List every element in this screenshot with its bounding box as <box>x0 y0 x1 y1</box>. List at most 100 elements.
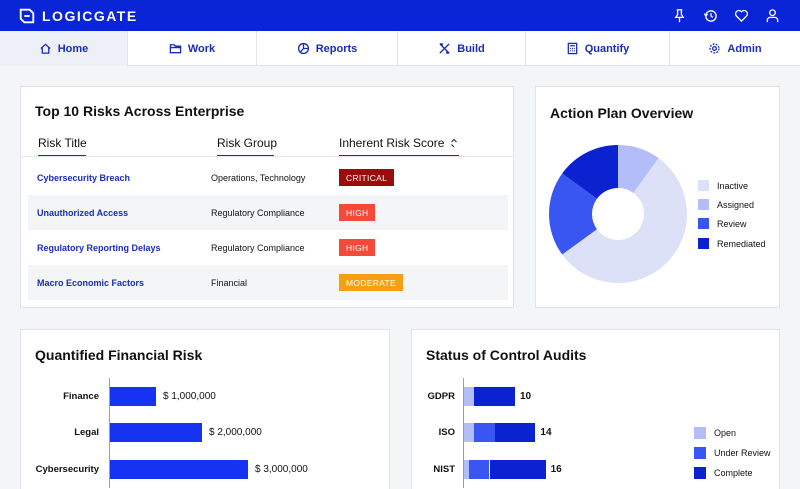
audit-category-label: GDPR <box>427 391 455 402</box>
legend-label: Under Review <box>714 448 771 458</box>
audit-total-label: 14 <box>540 427 552 438</box>
financial-category-label: Cybersecurity <box>35 464 99 475</box>
table-row[interactable]: Regulatory Reporting Delays Regulatory C… <box>28 230 508 265</box>
nav-quantify-label: Quantify <box>584 42 630 55</box>
main-nav: Home Work Reports Build Quantify Admin <box>0 31 800 66</box>
control-audits-title: Status of Control Audits <box>426 347 587 363</box>
folder-icon <box>169 44 182 54</box>
nav-home[interactable]: Home <box>0 31 128 66</box>
top-risks-card: Top 10 Risks Across Enterprise Risk Titl… <box>20 86 514 308</box>
pin-icon[interactable] <box>672 8 687 23</box>
col-inherent-score-label: Inherent Risk Score <box>339 136 445 150</box>
legend-label: Review <box>717 218 747 229</box>
financial-risk-card: Quantified Financial Risk Finance $ 1,000… <box>20 329 390 489</box>
audit-total-label: 10 <box>520 391 532 402</box>
user-icon[interactable] <box>765 8 780 23</box>
col-risk-group[interactable]: Risk Group <box>217 136 278 150</box>
nav-reports-label: Reports <box>315 42 358 55</box>
legend-swatch <box>694 427 706 439</box>
nav-quantify[interactable]: Quantify <box>526 31 670 66</box>
legend-swatch <box>698 218 709 229</box>
audit-bar-segment-open[interactable] <box>464 423 475 442</box>
donut-slice-inactive[interactable] <box>562 158 687 283</box>
donut-slice-review[interactable] <box>549 173 597 255</box>
financial-risk-title: Quantified Financial Risk <box>35 347 203 363</box>
history-icon[interactable] <box>703 8 718 23</box>
audit-bar-segment-under-review[interactable] <box>474 423 495 442</box>
financial-category-label: Finance <box>63 391 99 402</box>
action-plan-donut-chart <box>549 145 687 283</box>
logo-text: LOGICGATE <box>42 8 138 24</box>
action-plan-title: Action Plan Overview <box>550 105 694 121</box>
risk-score-badge: HIGH <box>339 239 376 256</box>
legend-item-review: Review <box>698 218 747 229</box>
control-audits-card: Status of Control Audits GDPR 10 ISO 14 NIST… <box>411 329 780 489</box>
col-risk-title[interactable]: Risk Title <box>38 136 87 150</box>
risk-group-cell: Operations, Technology <box>211 172 306 183</box>
table-row[interactable]: Macro Economic Factors Financial MODERAT… <box>28 265 508 300</box>
table-header-divider <box>21 156 513 157</box>
legend-item-under-review: Under Review <box>694 447 771 459</box>
home-icon <box>40 43 51 54</box>
table-row[interactable]: Cybersecurity Breach Operations, Technol… <box>28 160 508 195</box>
financial-value-label: $ 2,000,000 <box>209 427 262 438</box>
risk-group-cell: Financial <box>211 277 248 288</box>
legend-label: Inactive <box>717 180 749 191</box>
top-bar: LOGICGATE <box>0 0 800 31</box>
col-inherent-score[interactable]: Inherent Risk Score <box>339 136 458 150</box>
heart-icon[interactable] <box>734 8 749 23</box>
risk-group-cell: Regulatory Compliance <box>211 242 305 253</box>
top-risks-title: Top 10 Risks Across Enterprise <box>35 103 245 119</box>
financial-category-label: Legal <box>74 427 99 438</box>
audit-bar-segment-complete[interactable] <box>494 423 536 442</box>
legend-label: Complete <box>714 468 753 478</box>
financial-value-label: $ 3,000,000 <box>255 464 308 475</box>
risk-score-badge: MODERATE <box>339 274 403 291</box>
calculator-icon <box>567 42 578 55</box>
risk-title-cell[interactable]: Unauthorized Access <box>37 207 129 218</box>
risk-score-badge: CRITICAL <box>339 169 395 186</box>
risk-title-cell[interactable]: Regulatory Reporting Delays <box>37 242 161 253</box>
legend-label: Open <box>714 428 737 438</box>
nav-reports[interactable]: Reports <box>257 31 398 66</box>
risk-score-badge: HIGH <box>339 204 376 221</box>
risk-title-cell[interactable]: Macro Economic Factors <box>37 277 145 288</box>
nav-admin-label: Admin <box>727 42 762 55</box>
action-plan-card: Action Plan Overview Inactive Assigned R… <box>535 86 780 308</box>
audit-total-label: 16 <box>550 464 562 475</box>
legend-swatch <box>698 199 709 210</box>
nav-admin[interactable]: Admin <box>670 31 800 66</box>
legend-item-remediated: Remediated <box>698 238 766 249</box>
audit-category-label: ISO <box>438 427 455 438</box>
legend-swatch <box>698 238 709 249</box>
financial-bar[interactable] <box>110 387 156 406</box>
logo[interactable]: LOGICGATE <box>18 7 138 25</box>
legend-swatch <box>698 180 709 191</box>
nav-build[interactable]: Build <box>398 31 526 66</box>
legend-swatch <box>694 447 706 459</box>
risk-group-cell: Regulatory Compliance <box>211 207 305 218</box>
nav-work[interactable]: Work <box>128 31 257 66</box>
donut-slice-assigned[interactable] <box>618 145 659 193</box>
logo-mark-icon <box>19 8 35 24</box>
audit-bar-segment-complete[interactable] <box>474 387 515 406</box>
audit-bar-segment-open[interactable] <box>464 387 475 406</box>
legend-label: Assigned <box>717 199 755 210</box>
audit-bar-segment-under-review[interactable] <box>469 460 490 479</box>
legend-item-complete: Complete <box>694 467 753 479</box>
financial-bar[interactable] <box>110 460 248 479</box>
audits-axis <box>463 378 464 488</box>
nav-work-label: Work <box>187 42 216 55</box>
donut-slice-remediated[interactable] <box>562 145 618 199</box>
legend-label: Remediated <box>717 238 766 249</box>
nav-home-label: Home <box>57 42 89 55</box>
audit-bar-segment-open[interactable] <box>464 460 470 479</box>
audit-bar-segment-complete[interactable] <box>489 460 546 479</box>
risk-title-cell[interactable]: Cybersecurity Breach <box>37 172 131 183</box>
sort-icon[interactable] <box>450 138 458 148</box>
nav-build-label: Build <box>457 42 485 55</box>
financial-value-label: $ 1,000,000 <box>163 391 216 402</box>
table-row[interactable]: Unauthorized Access Regulatory Complianc… <box>28 195 508 230</box>
financial-bar[interactable] <box>110 423 202 442</box>
legend-item-inactive: Inactive <box>698 180 748 191</box>
